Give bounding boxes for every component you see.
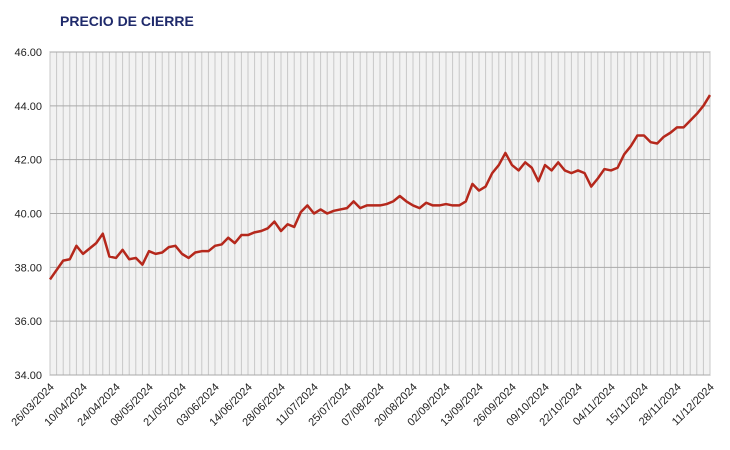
y-tick-label: 46.00 bbox=[14, 47, 42, 59]
y-tick-label: 42.00 bbox=[14, 155, 42, 167]
y-tick-label: 34.00 bbox=[14, 370, 42, 382]
y-tick-label: 36.00 bbox=[14, 316, 42, 328]
y-tick-label: 40.00 bbox=[14, 209, 42, 221]
y-tick-label: 38.00 bbox=[14, 262, 42, 274]
price-line bbox=[48, 94, 712, 281]
chart-title: PRECIO DE CIERRE bbox=[60, 13, 194, 29]
y-tick-label: 44.00 bbox=[14, 101, 42, 113]
